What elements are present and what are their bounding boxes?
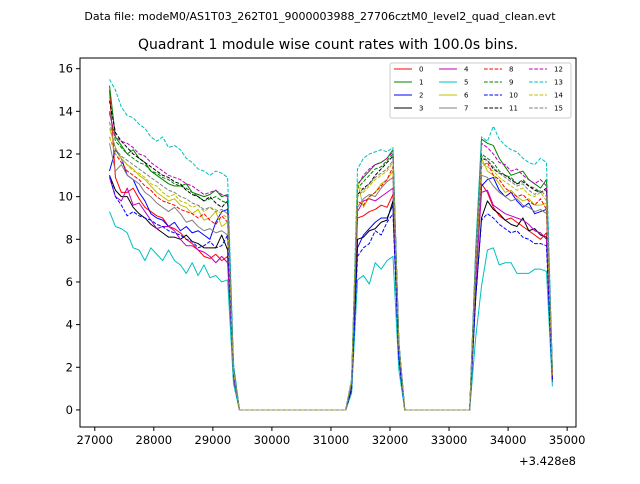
legend-label-module-4: 4 — [464, 66, 469, 74]
y-tick-label: 12 — [58, 147, 73, 161]
x-axis: 27000 28000 29000 30000 31000 32000 33000 34000… — [76, 427, 585, 447]
series-line-module-4 — [109, 177, 553, 411]
x-tick-label: 32000 — [372, 433, 409, 447]
x-tick-label: 33000 — [431, 433, 468, 447]
legend-label-module-11: 11 — [509, 105, 518, 113]
series-layer — [109, 79, 553, 411]
series-line-module-1 — [109, 85, 553, 411]
legend-label-module-13: 13 — [554, 79, 563, 87]
series-line-module-7 — [109, 143, 553, 411]
series-line-module-0 — [109, 89, 553, 411]
y-tick-label: 6 — [66, 275, 73, 289]
plot-area-frame — [79, 57, 577, 428]
y-tick-label: 4 — [66, 318, 73, 332]
series-line-module-13 — [109, 79, 553, 411]
legend-label-module-2: 2 — [419, 92, 423, 100]
x-tick-label: 35000 — [549, 433, 586, 447]
y-tick-label: 10 — [58, 190, 73, 204]
chart-suptitle: Data file: modeM0/AS1T03_262T01_90000039… — [84, 10, 556, 23]
legend-label-module-8: 8 — [509, 66, 513, 74]
legend-label-module-6: 6 — [464, 92, 469, 100]
legend-box — [389, 62, 572, 119]
legend-label-module-12: 12 — [554, 66, 563, 74]
y-tick-label: 16 — [58, 62, 73, 76]
legend-label-module-15: 15 — [554, 105, 563, 113]
series-line-module-15 — [109, 121, 553, 411]
y-axis: 0 2 4 6 8 10 12 14 16 — [58, 62, 80, 417]
series-line-module-3 — [109, 175, 553, 411]
series-line-module-6 — [109, 128, 553, 411]
x-tick-label: 28000 — [136, 433, 173, 447]
y-tick-label: 8 — [66, 232, 73, 246]
series-line-module-2 — [109, 149, 553, 411]
legend-label-module-14: 14 — [554, 92, 563, 100]
series-line-module-5 — [109, 211, 553, 411]
legend-label-module-7: 7 — [464, 105, 468, 113]
y-tick-label: 2 — [66, 360, 73, 374]
y-tick-label: 14 — [58, 104, 73, 118]
x-tick-label: 30000 — [254, 433, 291, 447]
legend-label-module-5: 5 — [464, 79, 468, 87]
legend-label-module-0: 0 — [419, 66, 423, 74]
x-tick-label: 31000 — [313, 433, 350, 447]
x-axis-offset-label: +3.428e8 — [519, 454, 576, 468]
x-tick-label: 29000 — [195, 433, 232, 447]
legend-label-module-9: 9 — [509, 79, 513, 87]
y-tick-label: 0 — [66, 403, 73, 417]
legend-label-module-3: 3 — [419, 105, 423, 113]
x-tick-label: 27000 — [76, 433, 113, 447]
x-tick-label: 34000 — [490, 433, 527, 447]
legend-label-module-10: 10 — [509, 92, 518, 100]
series-line-module-10 — [109, 175, 553, 411]
chart-title: Quadrant 1 module wise count rates with … — [138, 37, 518, 53]
legend-label-module-1: 1 — [419, 79, 423, 87]
